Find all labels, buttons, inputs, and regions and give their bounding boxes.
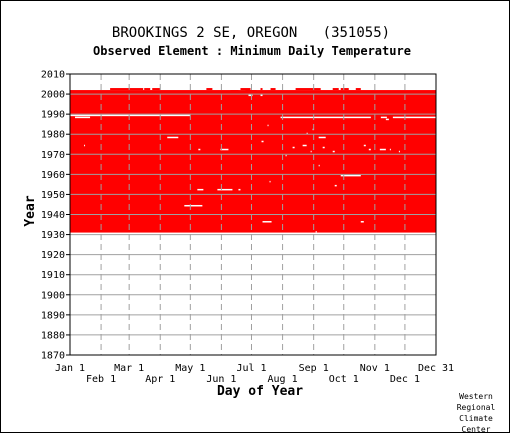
y-tick-label: 2000	[41, 90, 65, 101]
x-tick-label: Feb 1	[86, 374, 116, 385]
y-tick-label: 1930	[41, 230, 65, 241]
x-tick-label: Jun 1	[206, 374, 236, 385]
y-tick-label: 2010	[41, 70, 65, 81]
partial-year-segment	[206, 88, 213, 91]
missing-data-segment	[306, 132, 308, 135]
x-tick-label: Mar 1	[114, 363, 144, 374]
y-axis-label: Year	[23, 195, 38, 226]
missing-data-segment	[262, 221, 272, 223]
missing-data-segment	[84, 144, 86, 147]
partial-year-segment	[270, 88, 276, 91]
credit: Western Regional Climate Center	[457, 392, 496, 433]
missing-data-segment	[398, 150, 400, 153]
missing-data-segment	[389, 148, 391, 151]
credit-line-3: Climate	[459, 414, 493, 423]
x-axis: Jan 1 Mar 1 May 1 Jul 1 Sep 1 Nov 1 Dec 31 Feb …	[55, 363, 454, 385]
y-tick-label: 1990	[41, 110, 65, 121]
missing-data-segment	[392, 116, 436, 119]
x-axis-label: Day of Year	[217, 384, 303, 399]
y-tick-label: 1880	[41, 330, 65, 341]
data-coverage-block	[70, 90, 436, 233]
missing-data-segment	[269, 180, 271, 183]
missing-data-segment	[184, 204, 203, 207]
partial-year-segment	[245, 90, 257, 93]
missing-data-segment	[332, 150, 335, 153]
missing-data-segment	[318, 164, 320, 167]
missing-data-segment	[363, 144, 366, 147]
missing-data-segment	[368, 148, 371, 151]
missing-data-segment	[167, 136, 179, 139]
missing-data-segment	[280, 116, 371, 119]
x-tick-label: Jan 1	[55, 363, 85, 374]
partial-year-segment	[355, 88, 361, 91]
x-tick-label: May 1	[175, 363, 205, 374]
y-tick-label: 1970	[41, 150, 65, 161]
y-axis: 2010 2000 1990 1980 1970 1960 1950 1940 1930 1920…	[41, 70, 70, 362]
missing-data-segment	[385, 118, 389, 121]
partial-year-segment	[340, 88, 349, 91]
missing-data-segment	[322, 146, 325, 149]
missing-data-segment	[75, 116, 91, 119]
x-tick-label: Jul 1	[236, 363, 266, 374]
x-tick-label: Oct 1	[329, 374, 359, 385]
x-tick-label: Dec 1	[390, 374, 420, 385]
x-tick-label: Aug 1	[268, 374, 298, 385]
y-tick-label: 1890	[41, 310, 65, 321]
y-tick-label: 1980	[41, 130, 65, 141]
y-tick-label: 1870	[41, 351, 65, 362]
missing-data-segment	[217, 188, 233, 191]
missing-data-segment	[197, 188, 204, 191]
credit-line-1: Western	[459, 392, 493, 401]
partial-year-segment	[260, 88, 263, 91]
missing-data-segment	[302, 144, 307, 147]
y-tick-label: 1920	[41, 250, 65, 261]
partial-year-segment	[332, 88, 339, 91]
partial-year-segment	[110, 88, 144, 91]
missing-data-segment	[312, 128, 314, 131]
missing-data-segment	[220, 148, 229, 151]
y-tick-label: 1960	[41, 170, 65, 181]
x-tick-label: Apr 1	[145, 374, 175, 385]
missing-data-segment	[315, 231, 317, 233]
data-layer	[70, 88, 436, 233]
missing-data-segment	[318, 136, 326, 139]
missing-data-segment	[238, 188, 241, 191]
missing-data-segment	[260, 94, 263, 97]
missing-data-segment	[285, 154, 287, 157]
credit-line-2: Regional	[457, 403, 496, 412]
partial-year-segment	[144, 88, 151, 91]
y-tick-label: 1900	[41, 290, 65, 301]
missing-data-segment	[379, 148, 386, 151]
y-tick-label: 1940	[41, 210, 65, 221]
partial-year-segment	[230, 90, 239, 93]
chart-subtitle: Observed Element : Minimum Daily Tempera…	[93, 44, 411, 58]
x-tick-label: Dec 31	[418, 363, 454, 374]
missing-data-segment	[310, 150, 312, 153]
missing-data-segment	[261, 140, 264, 143]
credit-line-4: Center	[462, 425, 491, 433]
missing-data-segment	[267, 124, 269, 127]
missing-data-segment	[334, 184, 337, 187]
chart-title: BROOKINGS 2 SE, OREGON (351055)	[112, 25, 390, 41]
y-tick-label: 1950	[41, 190, 65, 201]
missing-data-segment	[292, 146, 295, 149]
partial-year-segment	[295, 88, 321, 91]
y-tick-label: 1910	[41, 270, 65, 281]
missing-data-segment	[198, 148, 201, 151]
partial-year-segment	[240, 88, 251, 91]
partial-year-segment	[152, 88, 161, 91]
x-tick-label: Sep 1	[299, 363, 329, 374]
missing-data-segment	[340, 174, 361, 177]
x-tick-label: Nov 1	[360, 363, 390, 374]
grid-layer	[70, 74, 436, 355]
missing-data-segment	[380, 116, 387, 119]
missing-data-segment	[248, 94, 253, 97]
missing-data-segment	[360, 221, 364, 223]
missing-data-segment	[70, 114, 191, 117]
